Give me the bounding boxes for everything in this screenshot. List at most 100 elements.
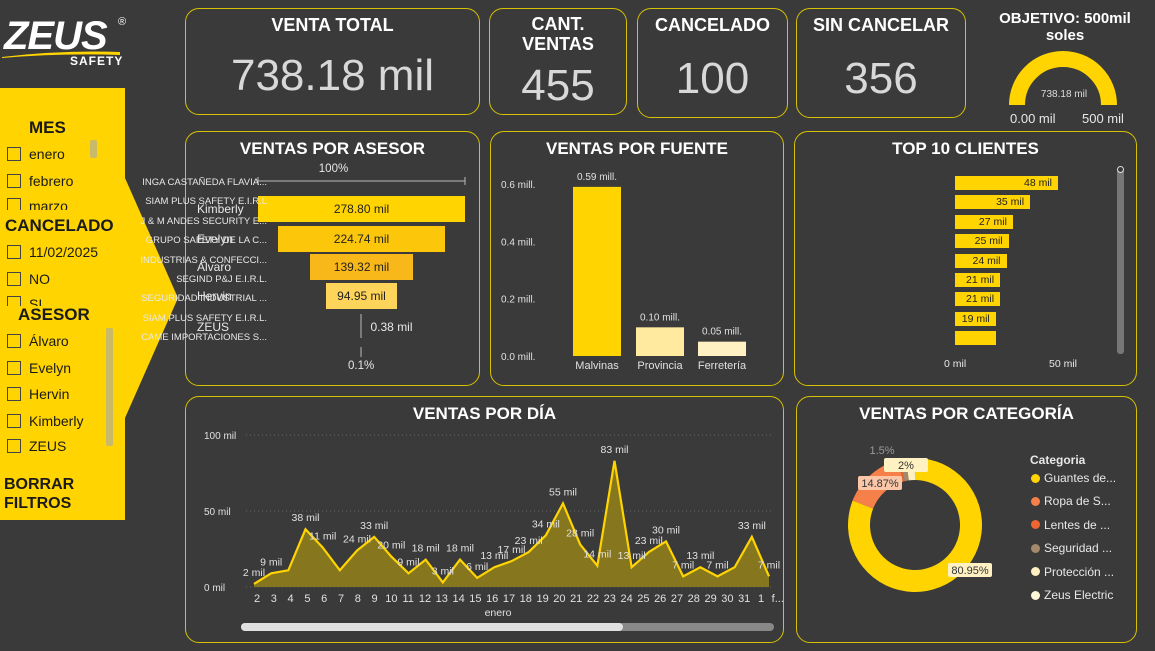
logo-text: ZEUS — [4, 14, 108, 58]
top10-bar[interactable]: 48 mil — [955, 176, 1058, 190]
dia-x-tick: 5 — [304, 593, 310, 605]
dia-x-tick: 19 — [536, 593, 548, 605]
donut-data-label: 14.87% — [861, 478, 899, 490]
legend-label: Seguridad ... — [1044, 541, 1113, 556]
sidebar-arrow-shape — [0, 88, 178, 520]
dia-x-tick: 27 — [671, 593, 683, 605]
legend-item[interactable]: Ropa de S... — [1031, 494, 1111, 508]
slicer-cancelado-item[interactable]: NO — [7, 270, 50, 288]
legend-title: Categoria — [1030, 453, 1086, 467]
donut-data-label: 80.95% — [951, 565, 989, 577]
top10-bar[interactable]: 24 mil — [955, 253, 1007, 268]
checkbox[interactable] — [7, 245, 21, 259]
dia-x-tick: 13 — [436, 593, 448, 605]
slicer-asesor-item[interactable]: Kimberly — [7, 412, 83, 430]
funnel-bottom-pct: 0.1% — [348, 360, 375, 372]
dia-x-tick: 17 — [503, 593, 515, 605]
checkbox[interactable] — [7, 334, 21, 348]
slicer-asesor-item[interactable]: ZEUS — [7, 437, 66, 455]
dia-x-tick: 28 — [688, 593, 700, 605]
dia-x-tick: 7 — [338, 593, 344, 605]
checkbox[interactable] — [7, 296, 21, 306]
dia-horizontal-scrollbar[interactable] — [241, 623, 774, 631]
fuente-bar-label: 0.10 mill. — [640, 312, 680, 323]
checkbox[interactable] — [7, 387, 21, 401]
legend-label: Guantes de... — [1044, 471, 1117, 485]
fuente-bar-label: 0.59 mill. — [577, 172, 617, 183]
legend-item[interactable]: Protección ... — [1031, 565, 1114, 579]
slicer-mes-scrollbar[interactable] — [90, 140, 97, 158]
top10-bar[interactable]: 21 mil — [955, 273, 1001, 287]
dia-data-label: 9 mil — [260, 556, 282, 568]
legend-item[interactable]: Zeus Electric — [1031, 588, 1113, 602]
dia-data-label: 18 mil — [446, 543, 474, 555]
checkbox[interactable] — [7, 361, 21, 375]
dia-data-label: 33 mil — [360, 520, 388, 532]
funnel-bar[interactable]: 94.95 mil — [326, 283, 397, 309]
kpi-value: 455 — [521, 61, 595, 110]
dia-x-tick: 25 — [637, 593, 649, 605]
gauge-max-label: 500 mil — [1082, 111, 1124, 126]
logo-swoosh-icon — [2, 51, 120, 58]
dia-x-tick: 14 — [452, 593, 464, 605]
top10-bar[interactable]: 21 mil — [955, 292, 1001, 307]
slicer-asesor-item[interactable]: Evelyn — [7, 359, 71, 377]
card-title: VENTAS POR CATEGORÍA — [859, 404, 1074, 423]
checkbox[interactable] — [7, 198, 21, 210]
fuente-bar[interactable] — [573, 186, 621, 356]
clear-filters-button[interactable]: BORRAR FILTROS — [4, 476, 75, 512]
dia-y-tick: 100 mil — [204, 431, 236, 442]
slicer-mes-item[interactable]: febrero — [7, 172, 73, 190]
slicer-asesor-scrollbar[interactable] — [106, 328, 113, 446]
checkbox[interactable] — [7, 439, 21, 453]
card-title: VENTAS POR DÍA — [412, 404, 557, 423]
dia-x-tick: 4 — [288, 593, 294, 605]
funnel-bottom-tick — [360, 347, 362, 357]
slicer-asesor-item[interactable]: Hervin — [7, 385, 69, 403]
top10-scroll-handle[interactable] — [1117, 166, 1124, 173]
dia-x-tick: 22 — [587, 593, 599, 605]
dia-data-label: 17 mil — [497, 544, 525, 556]
slicer-mes-item[interactable]: enero — [7, 145, 65, 163]
funnel-bar-label: 0.38 mil — [370, 320, 413, 334]
fuente-bar[interactable] — [698, 341, 746, 356]
checkbox[interactable] — [7, 414, 21, 428]
kpi-title: VENTA TOTAL — [271, 15, 394, 35]
fuente-bar[interactable] — [636, 327, 684, 356]
funnel-asesor-label: Evelyn — [197, 232, 234, 246]
legend-dot-icon — [1031, 567, 1040, 577]
slicer-cancelado-title: CANCELADO — [5, 216, 114, 235]
legend-item[interactable]: Lentes de ... — [1031, 518, 1110, 532]
fuente-bar-label: 0.05 mill. — [702, 327, 742, 338]
checkbox[interactable] — [7, 272, 21, 286]
gauge-fill — [1009, 51, 1117, 106]
gauge-arc — [1009, 51, 1117, 106]
slicer-cancelado-item[interactable]: 11/02/2025 — [7, 243, 98, 261]
top10-scrollbar[interactable] — [1117, 168, 1124, 354]
fuente-y-tick: 0.6 mill. — [501, 180, 535, 191]
legend-item[interactable]: Guantes de... — [1031, 471, 1116, 485]
top10-client-label: SIAM PLUS SAFETY E.I.R.L — [145, 196, 267, 208]
kpi-title: CANCELADO — [655, 15, 770, 35]
dia-scroll-thumb[interactable] — [241, 623, 623, 631]
dia-x-tick: 16 — [486, 593, 498, 605]
top10-bar[interactable]: 27 mil — [955, 214, 1013, 229]
funnel-bar[interactable]: 139.32 mil — [309, 254, 414, 280]
checkbox[interactable] — [7, 147, 21, 161]
dia-data-label: 24 mil — [343, 534, 371, 546]
funnel-bar[interactable]: 278.80 mil — [258, 196, 465, 222]
top10-bar[interactable] — [955, 331, 996, 346]
slicer-mes-item[interactable]: marzo — [7, 198, 68, 210]
top10-bar[interactable]: 25 mil — [955, 234, 1009, 249]
top10-bar[interactable]: 19 mil — [955, 311, 996, 326]
slicer-cancelado-item[interactable]: SI — [7, 296, 42, 306]
funnel-bar[interactable]: 224.74 mil — [278, 226, 445, 252]
card-ventas-por-fuente: VENTAS POR FUENTE 0.6 mill. 0.4 mill. 0.2 … — [490, 131, 784, 386]
top10-bar[interactable]: 35 mil — [955, 195, 1031, 210]
slicer-asesor-item[interactable]: Álvaro — [7, 332, 69, 350]
donut-slice[interactable] — [848, 458, 982, 592]
checkbox[interactable] — [7, 174, 21, 188]
legend-item[interactable]: Seguridad ... — [1031, 541, 1112, 555]
top10-client-label: SIAM PLUS SAFETY E.I.R.L. — [142, 312, 267, 324]
donut-label-bg — [858, 476, 902, 490]
